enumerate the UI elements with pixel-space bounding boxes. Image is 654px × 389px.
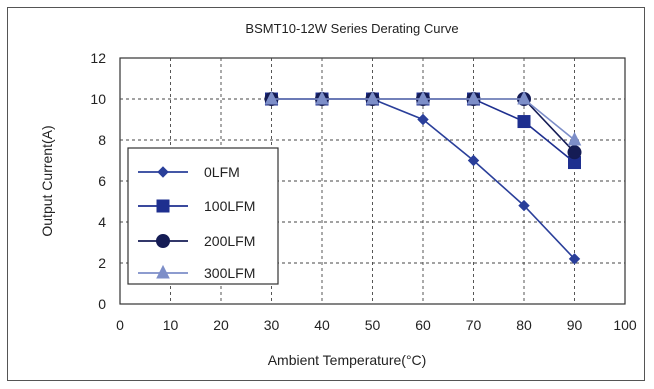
x-axis-label: Ambient Temperature(°C) <box>268 352 427 368</box>
y-tick-label: 8 <box>98 132 106 148</box>
legend-label-100LFM: 100LFM <box>204 198 255 214</box>
tick-labels: 0 10 20 30 40 50 60 70 80 90 100 0 2 4 6 8 10 12 <box>90 50 636 333</box>
data-point-300LFM <box>466 90 481 105</box>
x-tick-label: 20 <box>213 317 229 333</box>
legend: 0LFM 100LFM 200LFM 300LFM <box>127 147 279 285</box>
y-tick-label: 4 <box>98 214 106 230</box>
y-tick-label: 12 <box>90 50 106 66</box>
legend-label-0LFM: 0LFM <box>204 164 240 180</box>
series-layer <box>264 90 582 265</box>
data-point-100LFM <box>517 115 531 129</box>
x-tick-label: 40 <box>314 317 330 333</box>
legend-marker-300LFM <box>156 264 170 279</box>
data-point-0LFM <box>417 113 429 126</box>
x-tick-label: 30 <box>264 317 280 333</box>
y-tick-label: 10 <box>90 91 106 107</box>
legend-marker-200LFM <box>156 234 170 248</box>
legend-box <box>127 147 279 285</box>
data-point-300LFM <box>567 131 582 146</box>
x-tick-label: 80 <box>516 317 532 333</box>
legend-marker-0LFM <box>157 166 169 178</box>
y-axis-label: Output Current(A) <box>39 125 55 236</box>
data-point-0LFM <box>518 199 530 212</box>
data-point-200LFM <box>567 145 582 160</box>
legend-label-300LFM: 300LFM <box>204 265 255 281</box>
x-tick-label: 10 <box>163 317 179 333</box>
y-tick-label: 2 <box>98 255 106 271</box>
derating-chart: BSMT10-12W Series Derating Curve 0 10 20 30… <box>39 21 637 368</box>
x-tick-label: 0 <box>116 317 124 333</box>
legend-label-200LFM: 200LFM <box>204 233 255 249</box>
x-tick-label: 90 <box>567 317 583 333</box>
x-tick-label: 70 <box>466 317 482 333</box>
x-tick-label: 50 <box>365 317 381 333</box>
data-point-300LFM <box>315 90 329 105</box>
legend-marker-100LFM <box>156 199 170 213</box>
data-point-300LFM <box>416 90 430 105</box>
y-tick-label: 6 <box>98 173 106 189</box>
data-point-0LFM <box>467 154 480 167</box>
data-point-300LFM <box>365 90 380 105</box>
chart-title: BSMT10-12W Series Derating Curve <box>245 21 458 36</box>
data-point-0LFM <box>568 253 581 265</box>
x-tick-label: 60 <box>415 317 431 333</box>
data-point-300LFM <box>264 90 279 105</box>
data-point-300LFM <box>517 90 531 105</box>
chart-frame: BSMT10-12W Series Derating Curve 0 10 20 30… <box>7 7 645 381</box>
y-tick-label: 0 <box>98 296 106 312</box>
x-tick-label: 100 <box>613 317 637 333</box>
series-300LFM <box>264 90 582 146</box>
